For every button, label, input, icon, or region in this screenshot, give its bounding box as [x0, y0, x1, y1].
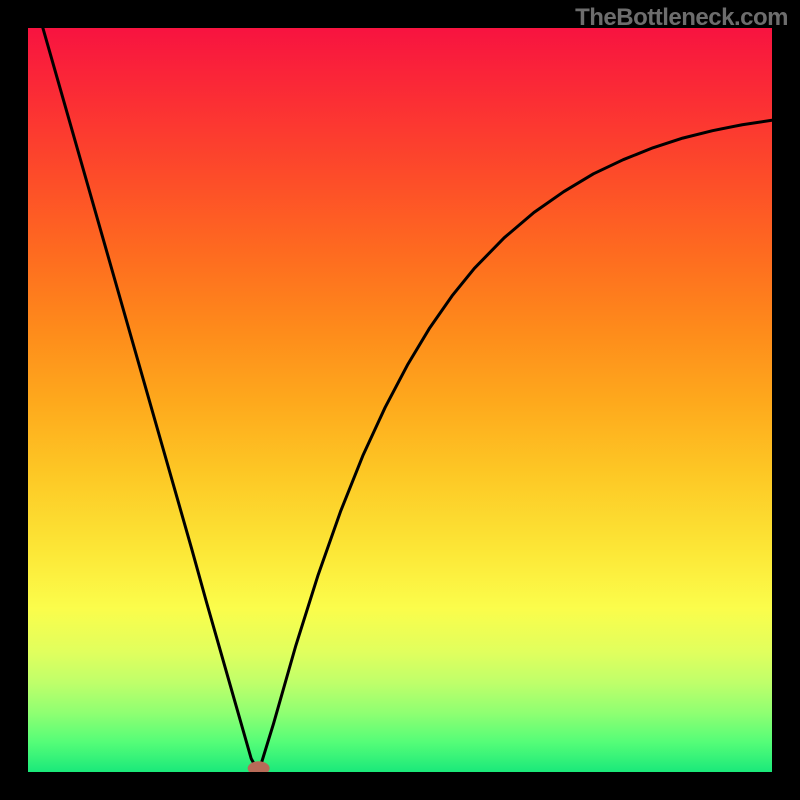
plot-area — [28, 28, 772, 772]
watermark-text: TheBottleneck.com — [575, 4, 788, 32]
dip-marker — [28, 28, 772, 772]
chart-container: { "canvas": { "width": 800, "height": 80… — [0, 0, 800, 800]
